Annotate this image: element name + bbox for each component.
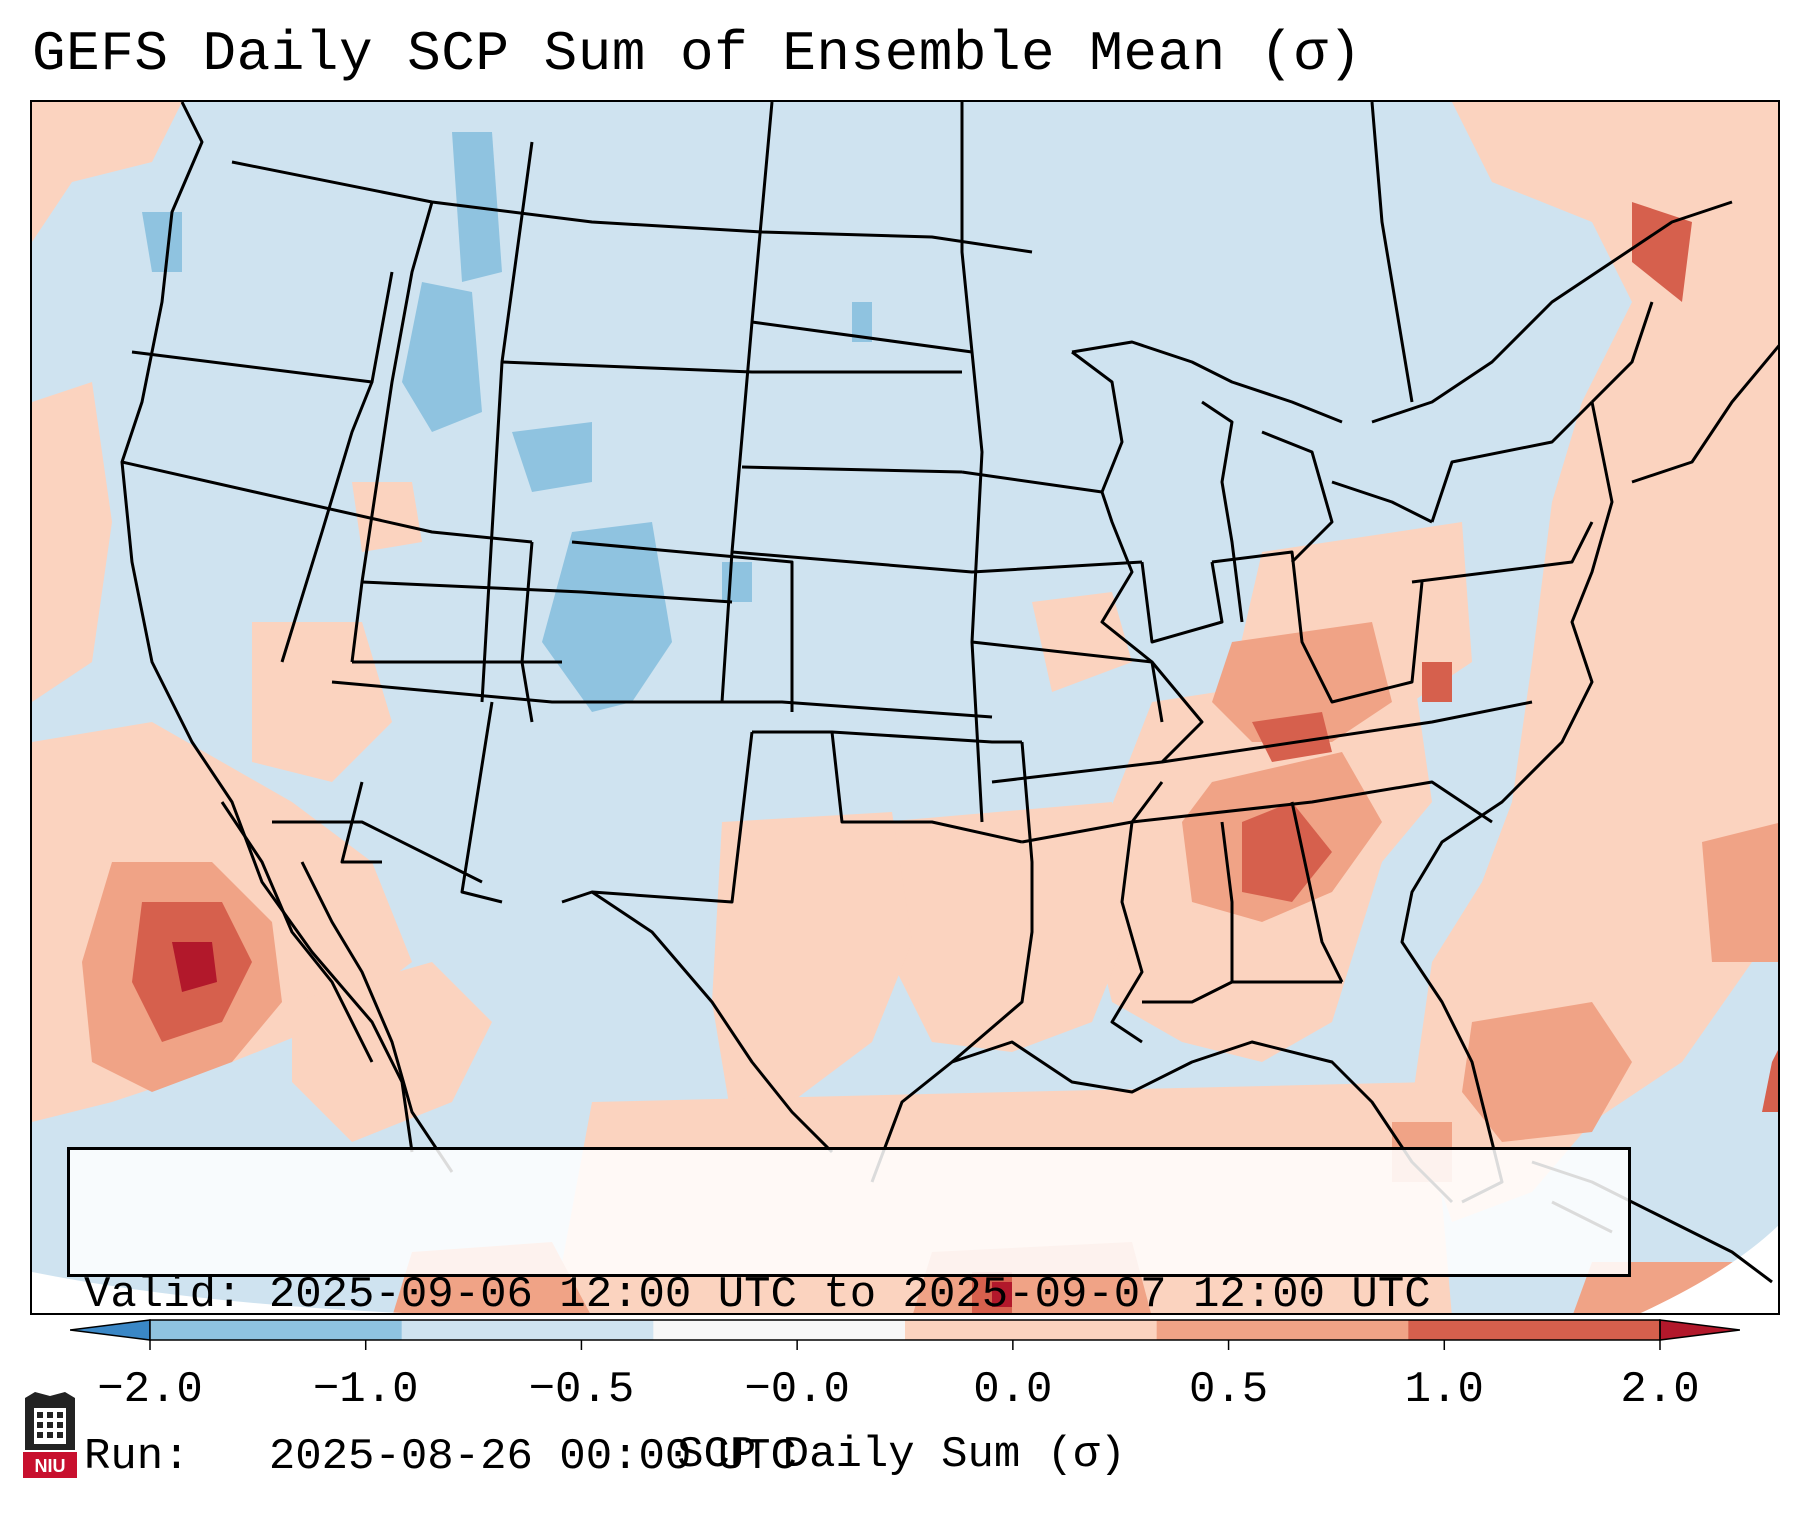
map-panel [30, 100, 1780, 1315]
negative-anomaly-mid [142, 132, 872, 712]
chart-title: GEFS Daily SCP Sum of Ensemble Mean (σ) [32, 22, 1363, 86]
positive-anomaly-deep [172, 942, 1012, 1307]
run-value: 2025-08-26 00:00 UTC [268, 1432, 797, 1482]
colorbar-tick-label: −0.0 [744, 1365, 850, 1415]
run-line: Run: 2025-08-26 00:00 UTC [84, 1430, 1628, 1484]
colorbar-tick-label: 0.5 [1188, 1365, 1269, 1415]
valid-line: Valid: 2025-09-06 12:00 UTC to 2025-09-0… [84, 1268, 1628, 1322]
niu-logo: NIU [23, 1392, 77, 1478]
colorbar-bin [1156, 1320, 1409, 1340]
colorbar-extend-low [70, 1319, 151, 1341]
colorbar-tick-label: 1.0 [1404, 1365, 1484, 1415]
colorbar-bin [1408, 1320, 1661, 1340]
colorbar-tick-label: −2.0 [97, 1365, 203, 1415]
colorbar-tick-label: 0.0 [973, 1365, 1053, 1415]
colorbar-segments [70, 1319, 1740, 1350]
colorbar-tick-label: −0.5 [528, 1365, 635, 1415]
colorbar [70, 1319, 1740, 1350]
colorbar-tick-label: 2.0 [1620, 1365, 1700, 1415]
valid-value: 2025-09-06 12:00 UTC to 2025-09-07 12:00… [268, 1270, 1431, 1320]
run-label: Run: [84, 1432, 190, 1482]
map-canvas [32, 102, 1778, 1313]
valid-label: Valid: [84, 1270, 243, 1320]
colorbar-bin [905, 1320, 1158, 1340]
info-box: Valid: 2025-09-06 12:00 UTC to 2025-09-0… [67, 1147, 1631, 1482]
colorbar-bin [150, 1320, 403, 1340]
colorbar-extend-high [1659, 1319, 1740, 1341]
colorbar-label: SCP Daily Sum (σ) [677, 1430, 1126, 1480]
projection-edge [32, 1272, 403, 1313]
logo-text: NIU [35, 1456, 66, 1476]
colorbar-tick-label: −1.0 [312, 1365, 419, 1415]
state-borders [120, 102, 1778, 1284]
projection-edge [1640, 1225, 1778, 1313]
colorbar-outline [149, 1319, 1661, 1341]
colorbar-bin [401, 1320, 654, 1340]
colorbar-bin [653, 1320, 906, 1340]
